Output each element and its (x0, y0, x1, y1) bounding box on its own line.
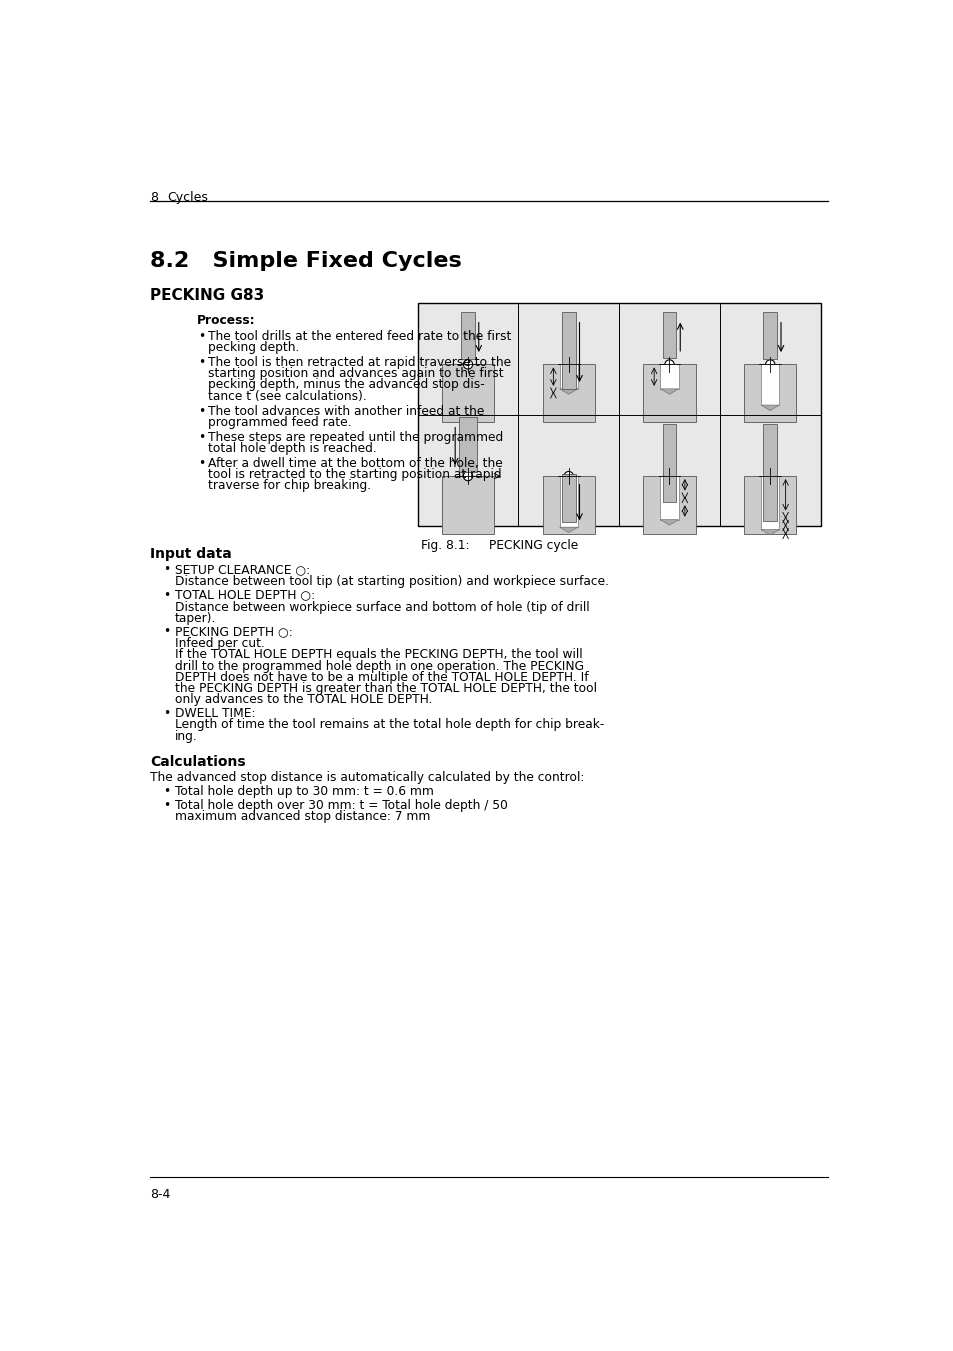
Circle shape (664, 471, 674, 481)
Text: pecking depth, minus the advanced stop dis-: pecking depth, minus the advanced stop d… (208, 378, 485, 392)
Text: PECKING DEPTH ○:: PECKING DEPTH ○: (174, 626, 293, 638)
Text: starting position and advances again to the first: starting position and advances again to … (208, 367, 503, 381)
Polygon shape (760, 405, 779, 411)
Text: 8: 8 (150, 192, 158, 204)
Text: •: • (162, 707, 170, 720)
Text: •: • (162, 800, 170, 812)
Bar (561, 312, 575, 389)
Bar (460, 312, 475, 359)
Circle shape (463, 471, 472, 481)
Polygon shape (760, 530, 779, 535)
Bar (662, 424, 676, 503)
Bar (642, 476, 695, 534)
Bar (559, 476, 578, 527)
Bar (659, 365, 678, 389)
Text: Fig. 8.1:     PECKING cycle: Fig. 8.1: PECKING cycle (421, 539, 578, 553)
Bar (441, 476, 494, 534)
Text: After a dwell time at the bottom of the hole, the: After a dwell time at the bottom of the … (208, 457, 502, 470)
Bar (760, 365, 779, 405)
Bar (642, 365, 695, 423)
Circle shape (765, 471, 774, 481)
Text: These steps are repeated until the programmed: These steps are repeated until the progr… (208, 431, 503, 444)
Text: If the TOTAL HOLE DEPTH equals the PECKING DEPTH, the tool will: If the TOTAL HOLE DEPTH equals the PECKI… (174, 648, 582, 662)
Text: PECKING G83: PECKING G83 (150, 288, 264, 303)
Text: •: • (198, 405, 205, 417)
Text: •: • (162, 563, 170, 577)
Text: Total hole depth over 30 mm: t = Total hole depth / 50: Total hole depth over 30 mm: t = Total h… (174, 800, 507, 812)
Text: Length of time the tool remains at the total hole depth for chip break-: Length of time the tool remains at the t… (174, 719, 604, 731)
Bar (458, 417, 476, 471)
Text: The tool advances with another infeed at the: The tool advances with another infeed at… (208, 405, 484, 417)
Text: SETUP CLEARANCE ○:: SETUP CLEARANCE ○: (174, 563, 310, 577)
Bar (743, 476, 796, 534)
Bar (542, 365, 595, 423)
Text: taper).: taper). (174, 612, 216, 624)
Text: The tool is then retracted at rapid traverse to the: The tool is then retracted at rapid trav… (208, 357, 511, 369)
Text: DWELL TIME:: DWELL TIME: (174, 707, 255, 720)
Polygon shape (559, 389, 578, 394)
Text: total hole depth is reached.: total hole depth is reached. (208, 442, 376, 455)
Text: DEPTH does not have to be a multiple of the TOTAL HOLE DEPTH. If: DEPTH does not have to be a multiple of … (174, 670, 588, 684)
Polygon shape (559, 527, 578, 532)
Text: programmed feed rate.: programmed feed rate. (208, 416, 352, 428)
Bar (762, 424, 777, 521)
Text: Distance between tool tip (at starting position) and workpiece surface.: Distance between tool tip (at starting p… (174, 576, 608, 588)
Text: •: • (198, 357, 205, 369)
Text: TOTAL HOLE DEPTH ○:: TOTAL HOLE DEPTH ○: (174, 589, 314, 601)
Text: drill to the programmed hole depth in one operation. The PECKING: drill to the programmed hole depth in on… (174, 659, 583, 673)
Text: Process:: Process: (196, 313, 255, 327)
Text: Distance between workpiece surface and bottom of hole (tip of drill: Distance between workpiece surface and b… (174, 601, 589, 613)
Text: Total hole depth up to 30 mm: t = 0.6 mm: Total hole depth up to 30 mm: t = 0.6 mm (174, 785, 434, 798)
Text: maximum advanced stop distance: 7 mm: maximum advanced stop distance: 7 mm (174, 811, 430, 824)
Polygon shape (659, 520, 678, 526)
Bar (662, 312, 676, 358)
Bar (743, 365, 796, 423)
Text: The tool drills at the entered feed rate to the first: The tool drills at the entered feed rate… (208, 330, 511, 343)
Circle shape (463, 359, 472, 369)
Text: Cycles: Cycles (167, 192, 208, 204)
Text: only advances to the TOTAL HOLE DEPTH.: only advances to the TOTAL HOLE DEPTH. (174, 693, 432, 707)
Bar (762, 312, 777, 359)
Text: 8-4: 8-4 (150, 1188, 171, 1201)
Text: •: • (162, 785, 170, 798)
Text: The advanced stop distance is automatically calculated by the control:: The advanced stop distance is automatica… (150, 771, 584, 784)
Text: Input data: Input data (150, 547, 232, 561)
Text: the PECKING DEPTH is greater than the TOTAL HOLE DEPTH, the tool: the PECKING DEPTH is greater than the TO… (174, 682, 597, 694)
Bar (760, 476, 779, 530)
Circle shape (563, 359, 573, 369)
Text: ing.: ing. (174, 730, 197, 743)
Text: •: • (198, 431, 205, 444)
Bar (559, 365, 578, 389)
Text: Infeed per cut.: Infeed per cut. (174, 638, 265, 650)
Bar (561, 474, 575, 521)
Bar (542, 476, 595, 534)
Text: Calculations: Calculations (150, 755, 246, 770)
Text: pecking depth.: pecking depth. (208, 342, 299, 354)
Text: tance t (see calculations).: tance t (see calculations). (208, 389, 367, 403)
Circle shape (664, 359, 674, 369)
Text: traverse for chip breaking.: traverse for chip breaking. (208, 480, 371, 492)
Polygon shape (659, 389, 678, 394)
Circle shape (563, 471, 573, 481)
Text: •: • (162, 626, 170, 638)
Bar (417, 303, 820, 527)
Text: 8.2   Simple Fixed Cycles: 8.2 Simple Fixed Cycles (150, 251, 461, 270)
Text: •: • (198, 330, 205, 343)
Text: •: • (198, 457, 205, 470)
Text: tool is retracted to the starting position at rapid: tool is retracted to the starting positi… (208, 469, 501, 481)
Bar (441, 365, 494, 423)
Circle shape (765, 359, 774, 369)
Text: •: • (162, 589, 170, 601)
Bar (659, 476, 678, 520)
